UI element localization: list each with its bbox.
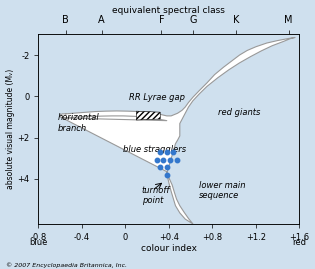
Text: blue stragglers: blue stragglers [123, 145, 186, 154]
Text: red: red [292, 238, 306, 247]
Text: turnoff
point: turnoff point [142, 186, 170, 206]
Text: lower main
sequence: lower main sequence [199, 181, 246, 200]
Text: horizontal
branch: horizontal branch [58, 113, 100, 133]
Polygon shape [136, 111, 160, 120]
Text: blue: blue [29, 238, 48, 247]
X-axis label: colour index: colour index [141, 244, 197, 253]
Text: red giants: red giants [218, 108, 260, 117]
Text: © 2007 Encyclopaedia Britannica, Inc.: © 2007 Encyclopaedia Britannica, Inc. [6, 263, 127, 268]
X-axis label: equivalent spectral class: equivalent spectral class [112, 6, 225, 15]
Polygon shape [60, 37, 295, 224]
Text: RR Lyrae gap: RR Lyrae gap [129, 93, 185, 102]
Y-axis label: absolute visual magnitude (Mᵥ): absolute visual magnitude (Mᵥ) [6, 69, 14, 189]
